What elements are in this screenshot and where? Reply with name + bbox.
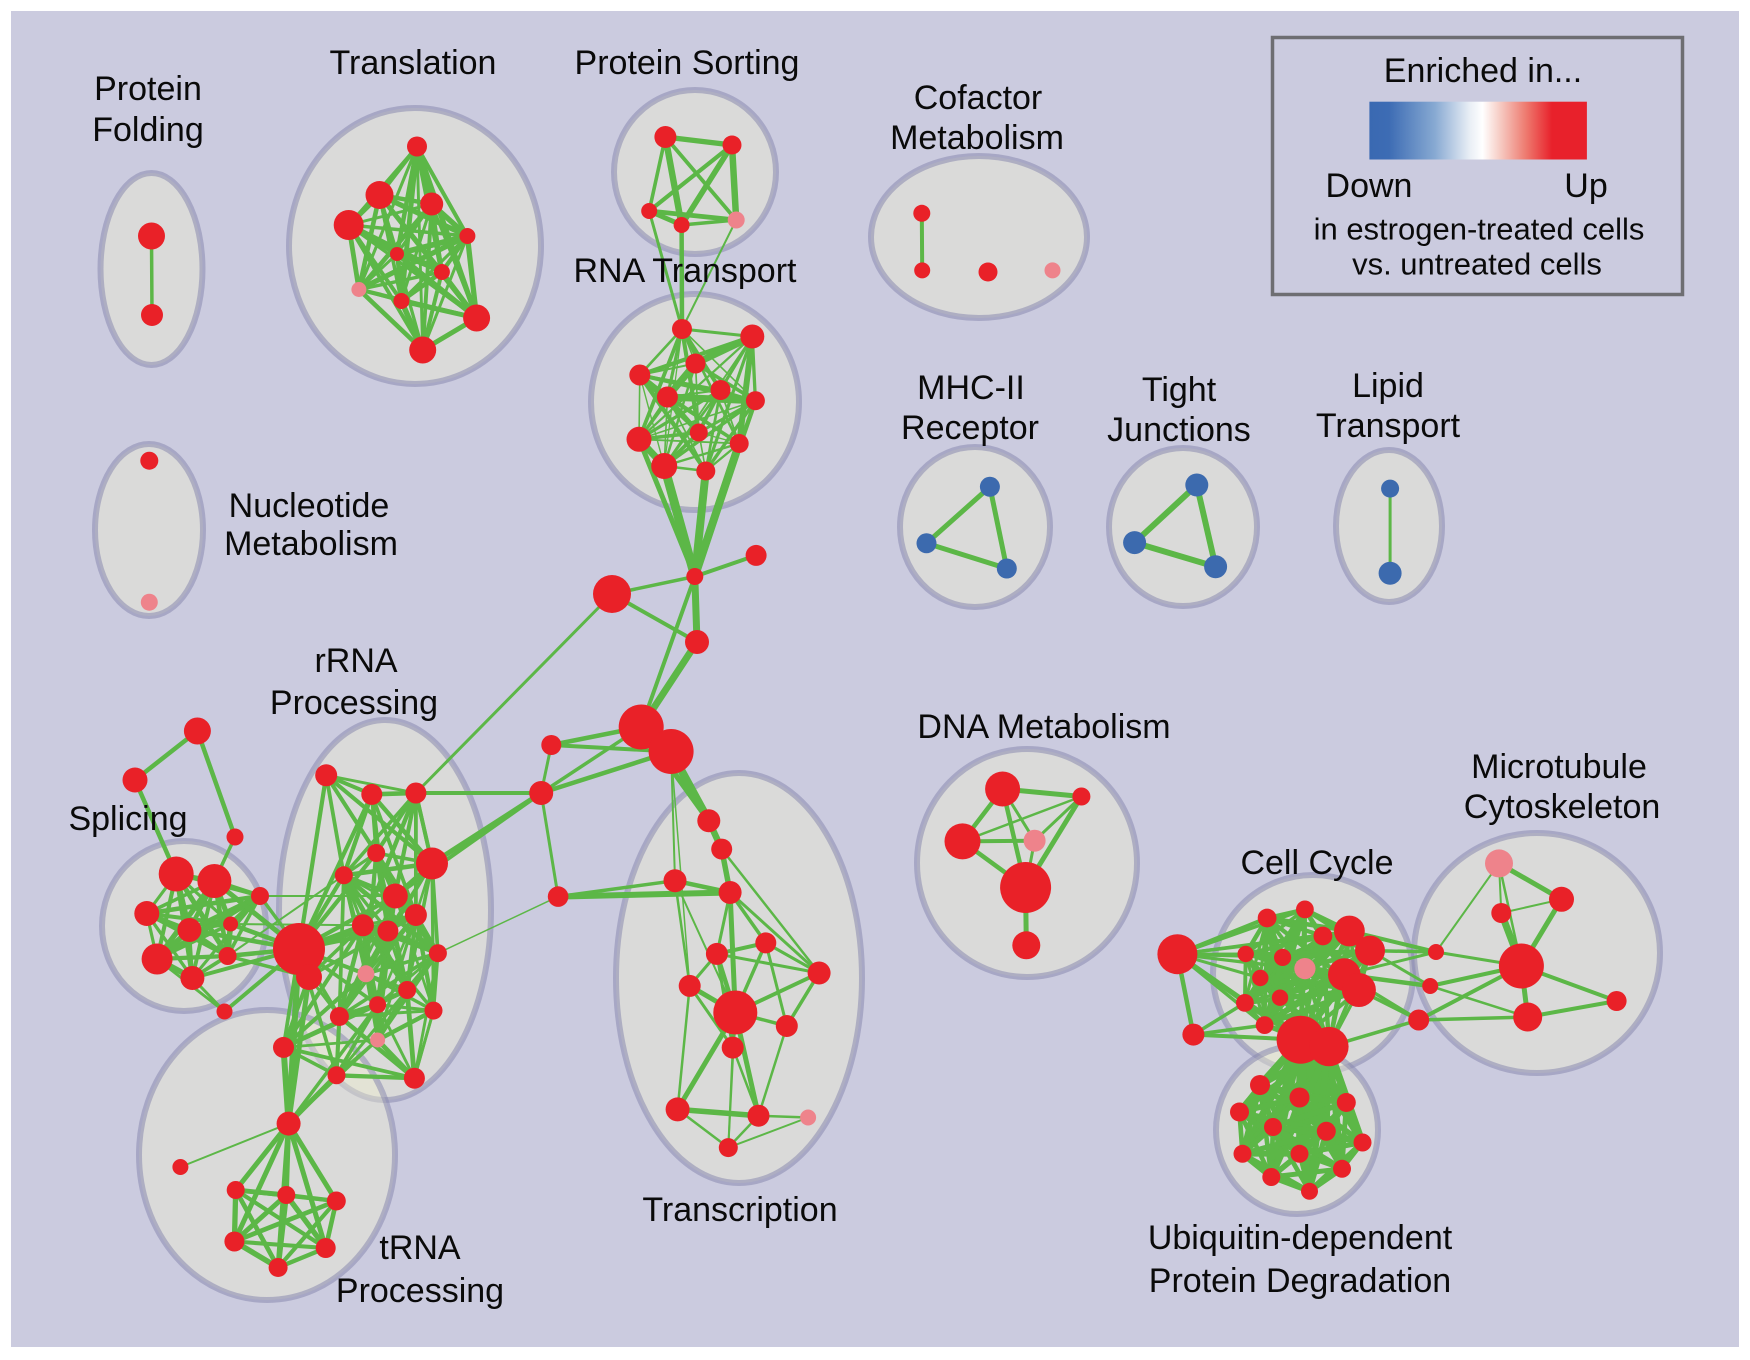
svg-text:Ubiquitin-dependent: Ubiquitin-dependent xyxy=(1148,1219,1453,1257)
svg-text:Up: Up xyxy=(1564,167,1607,205)
svg-text:Folding: Folding xyxy=(92,111,204,149)
svg-text:RNA Transport: RNA Transport xyxy=(574,252,798,290)
svg-text:Processing: Processing xyxy=(336,1272,504,1310)
svg-text:Tight: Tight xyxy=(1142,371,1217,409)
svg-text:Protein Degradation: Protein Degradation xyxy=(1149,1262,1451,1300)
svg-text:Transport: Transport xyxy=(1316,407,1461,445)
svg-text:in estrogen-treated cells: in estrogen-treated cells xyxy=(1314,212,1645,247)
svg-text:Enriched in...: Enriched in... xyxy=(1384,52,1582,90)
svg-text:Splicing: Splicing xyxy=(68,800,187,838)
svg-text:Translation: Translation xyxy=(330,44,497,82)
svg-text:Cell Cycle: Cell Cycle xyxy=(1240,844,1393,882)
svg-text:vs. untreated cells: vs. untreated cells xyxy=(1352,247,1602,282)
svg-text:Down: Down xyxy=(1326,167,1413,205)
svg-text:Cofactor: Cofactor xyxy=(914,79,1043,117)
svg-text:Receptor: Receptor xyxy=(901,409,1039,447)
svg-text:rRNA: rRNA xyxy=(314,642,397,680)
svg-text:Protein Sorting: Protein Sorting xyxy=(575,44,800,82)
svg-text:Metabolism: Metabolism xyxy=(890,119,1064,157)
svg-text:Protein: Protein xyxy=(94,70,202,108)
svg-text:Microtubule: Microtubule xyxy=(1471,748,1647,786)
svg-text:DNA Metabolism: DNA Metabolism xyxy=(917,708,1170,746)
svg-text:MHC-II: MHC-II xyxy=(917,369,1025,407)
svg-text:Transcription: Transcription xyxy=(642,1191,837,1229)
svg-text:Processing: Processing xyxy=(270,684,438,722)
svg-text:tRNA: tRNA xyxy=(379,1229,461,1267)
svg-text:Lipid: Lipid xyxy=(1352,367,1424,405)
svg-text:Cytoskeleton: Cytoskeleton xyxy=(1464,788,1661,826)
svg-text:Metabolism: Metabolism xyxy=(224,525,398,563)
svg-text:Junctions: Junctions xyxy=(1107,411,1251,449)
svg-text:Nucleotide: Nucleotide xyxy=(229,487,390,525)
